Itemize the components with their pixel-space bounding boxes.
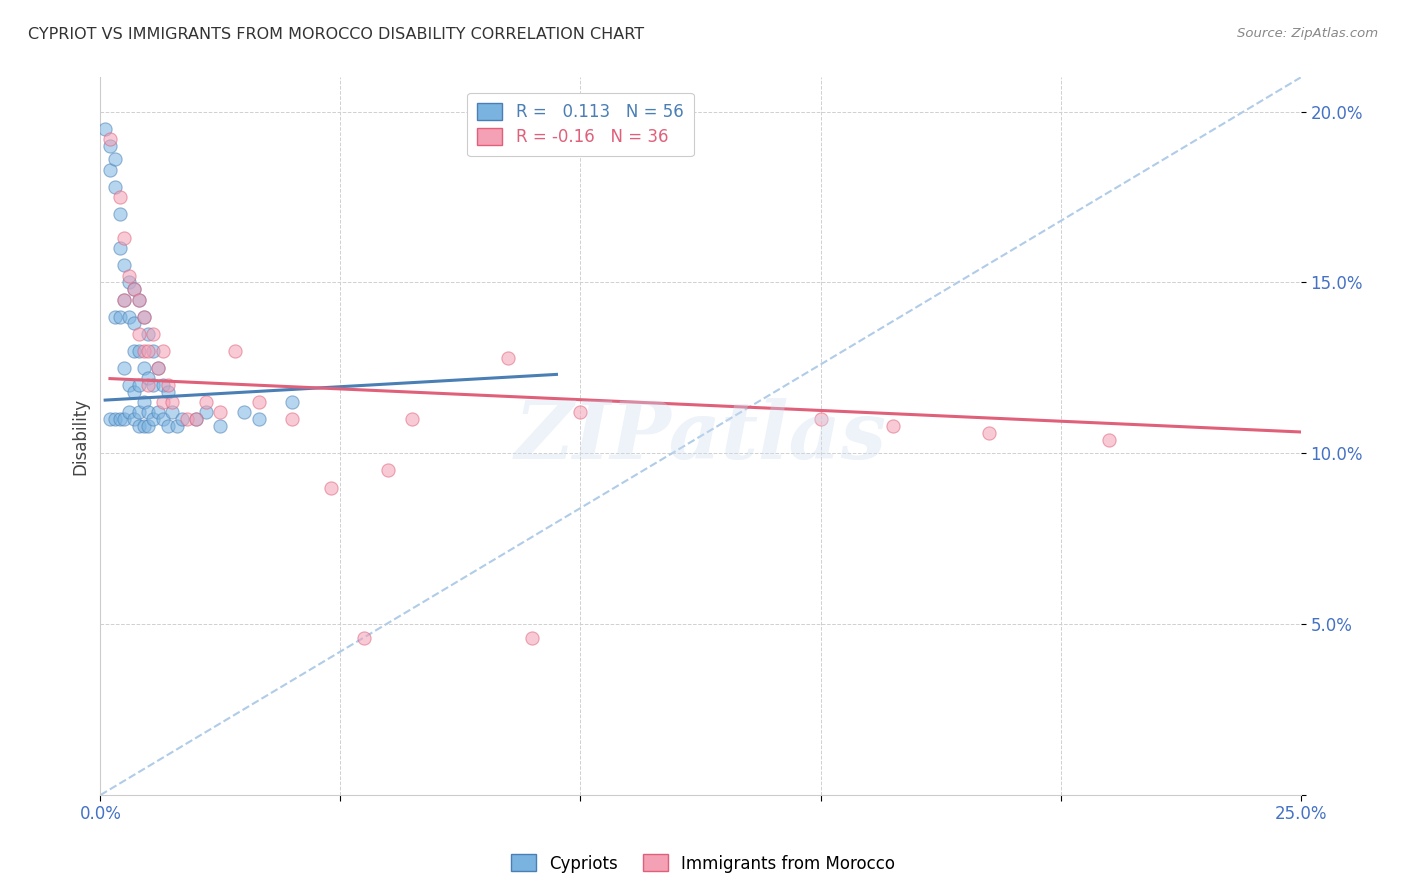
Point	[108, 310, 131, 324]
Point	[569, 405, 592, 419]
Point	[233, 405, 256, 419]
Point	[98, 138, 121, 153]
Point	[186, 412, 208, 426]
Point	[142, 343, 165, 358]
Point	[146, 360, 169, 375]
Point	[162, 405, 184, 419]
Point	[128, 326, 150, 341]
Point	[156, 419, 179, 434]
Point	[112, 231, 135, 245]
Point	[112, 412, 135, 426]
Point	[108, 190, 131, 204]
Point	[122, 282, 145, 296]
Point	[152, 412, 174, 426]
Point	[281, 395, 304, 409]
Legend: R =   0.113   N = 56, R = -0.16   N = 36: R = 0.113 N = 56, R = -0.16 N = 36	[467, 93, 693, 156]
Point	[128, 343, 150, 358]
Point	[104, 310, 127, 324]
Point	[319, 481, 342, 495]
Point	[104, 412, 127, 426]
Point	[146, 360, 169, 375]
Point	[132, 395, 155, 409]
Point	[122, 282, 145, 296]
Point	[122, 384, 145, 399]
Point	[281, 412, 304, 426]
Point	[122, 412, 145, 426]
Point	[152, 343, 174, 358]
Point	[882, 419, 904, 434]
Point	[138, 419, 160, 434]
Point	[112, 293, 135, 307]
Point	[142, 412, 165, 426]
Point	[128, 405, 150, 419]
Point	[128, 293, 150, 307]
Legend: Cypriots, Immigrants from Morocco: Cypriots, Immigrants from Morocco	[505, 847, 901, 880]
Point	[132, 310, 155, 324]
Point	[166, 419, 188, 434]
Point	[146, 405, 169, 419]
Point	[156, 384, 179, 399]
Point	[162, 395, 184, 409]
Point	[1097, 433, 1119, 447]
Point	[132, 419, 155, 434]
Point	[247, 412, 270, 426]
Point	[128, 293, 150, 307]
Point	[112, 259, 135, 273]
Point	[977, 425, 1000, 440]
Point	[118, 276, 141, 290]
Point	[108, 207, 131, 221]
Point	[98, 132, 121, 146]
Point	[194, 405, 217, 419]
Point	[142, 326, 165, 341]
Point	[98, 162, 121, 177]
Point	[522, 631, 544, 645]
Point	[128, 378, 150, 392]
Point	[247, 395, 270, 409]
Point	[122, 317, 145, 331]
Point	[170, 412, 193, 426]
Point	[353, 631, 375, 645]
Point	[209, 419, 232, 434]
Text: Source: ZipAtlas.com: Source: ZipAtlas.com	[1237, 27, 1378, 40]
Point	[132, 360, 155, 375]
Point	[176, 412, 198, 426]
Text: ZIPatlas: ZIPatlas	[515, 398, 887, 475]
Point	[209, 405, 232, 419]
Point	[104, 179, 127, 194]
Point	[118, 378, 141, 392]
Point	[224, 343, 246, 358]
Point	[138, 378, 160, 392]
Point	[112, 293, 135, 307]
Point	[152, 378, 174, 392]
Point	[156, 378, 179, 392]
Point	[132, 343, 155, 358]
Point	[122, 343, 145, 358]
Point	[138, 343, 160, 358]
Point	[810, 412, 832, 426]
Point	[108, 412, 131, 426]
Point	[142, 378, 165, 392]
Text: CYPRIOT VS IMMIGRANTS FROM MOROCCO DISABILITY CORRELATION CHART: CYPRIOT VS IMMIGRANTS FROM MOROCCO DISAB…	[28, 27, 644, 42]
Point	[112, 360, 135, 375]
Point	[104, 153, 127, 167]
Point	[128, 419, 150, 434]
Point	[186, 412, 208, 426]
Point	[401, 412, 423, 426]
Point	[138, 326, 160, 341]
Point	[118, 310, 141, 324]
Point	[138, 405, 160, 419]
Point	[98, 412, 121, 426]
Y-axis label: Disability: Disability	[72, 398, 89, 475]
Point	[118, 405, 141, 419]
Point	[108, 241, 131, 255]
Point	[132, 310, 155, 324]
Point	[377, 463, 399, 477]
Point	[194, 395, 217, 409]
Point	[118, 268, 141, 283]
Point	[94, 121, 117, 136]
Point	[498, 351, 520, 365]
Point	[138, 371, 160, 385]
Point	[152, 395, 174, 409]
